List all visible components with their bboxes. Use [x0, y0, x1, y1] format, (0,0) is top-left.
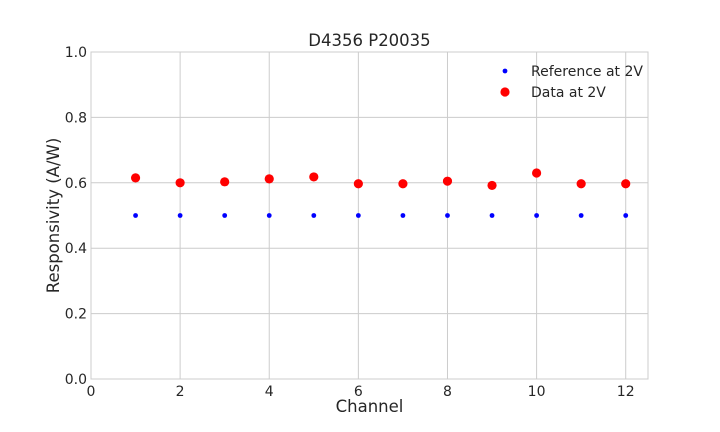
legend-marker: [502, 68, 508, 74]
x-tick-label: 8: [443, 384, 452, 400]
legend-item: Reference at 2V: [502, 64, 643, 80]
data-point: [621, 179, 631, 189]
plot-area-frame: [90, 51, 649, 380]
data-point: [578, 213, 584, 218]
data-point: [489, 213, 495, 218]
x-tick-label: 12: [617, 384, 635, 400]
grid-lines: [90, 51, 648, 380]
data-point: [130, 173, 141, 183]
legend-label: Data at 2V: [531, 85, 606, 101]
data-point: [576, 179, 586, 189]
data-point: [266, 213, 272, 218]
x-tick-label: 4: [265, 384, 274, 400]
x-tick-label: 6: [354, 384, 363, 400]
series-data: [130, 168, 631, 191]
data-point: [175, 178, 185, 188]
data-point: [532, 168, 542, 178]
data-point: [311, 213, 317, 218]
y-tick-label: 1.0: [65, 45, 87, 61]
axis-ticks: 0 2 4 6 8 10 12 0.0 0.2 0.4 0.6 0.8 1.0: [65, 45, 635, 400]
y-tick-label: 0.4: [65, 241, 87, 257]
y-tick-label: 0.0: [65, 372, 87, 388]
data-point: [534, 213, 539, 218]
legend-label: Reference at 2V: [531, 64, 643, 80]
data-point: [133, 213, 138, 218]
data-point: [355, 213, 361, 218]
x-tick-label: 10: [528, 384, 546, 400]
x-axis-label: Channel: [336, 397, 404, 416]
legend-item: Data at 2V: [500, 85, 606, 101]
legend-marker: [500, 87, 510, 97]
data-point: [445, 213, 450, 218]
x-tick-label: 0: [87, 384, 96, 400]
data-series: [130, 168, 631, 218]
y-tick-label: 0.6: [65, 176, 87, 192]
y-tick-label: 0.2: [65, 307, 87, 323]
data-point: [353, 179, 363, 189]
y-axis-label: Responsivity (A/W): [44, 138, 63, 294]
y-tick-label: 0.8: [65, 110, 87, 126]
x-tick-label: 2: [176, 384, 185, 400]
legend: Reference at 2V Data at 2V: [500, 64, 643, 101]
data-point: [400, 213, 406, 218]
series-reference: [133, 213, 629, 218]
data-point: [442, 176, 453, 186]
data-point: [309, 172, 319, 182]
data-point: [398, 179, 408, 189]
data-point: [222, 213, 228, 218]
data-point: [264, 174, 274, 184]
data-point: [487, 180, 497, 191]
data-point: [623, 213, 629, 218]
chart-title: D4356 P20035: [308, 31, 430, 50]
data-point: [177, 213, 183, 218]
data-point: [220, 177, 230, 187]
